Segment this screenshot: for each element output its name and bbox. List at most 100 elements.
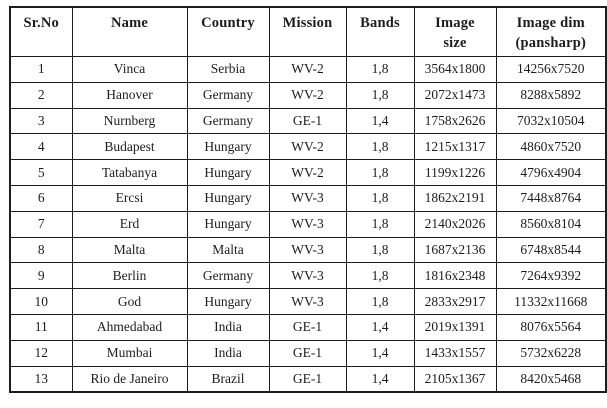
table-row: 8 Malta Malta WV-3 1,8 1687x2136 6748x8544 [9,236,607,264]
table-cell-image-dim: 7264x9392 [495,262,607,290]
table-cell-country: Hungary [186,210,270,238]
table-cell-country: Hungary [186,159,270,186]
table-cell-country: Germany [186,262,270,290]
table-row: 4 Budapest Hungary WV-2 1,8 1215x1317 4860x752… [9,133,607,161]
table-cell-image-size: 1758x2626 [413,107,497,135]
table-cell-mission: GE-1 [268,107,347,135]
table-cell-bands: 1,8 [345,159,415,186]
table-body: 1 Vinca Serbia WV-2 1,8 3564x1800 14256x7520 2 H… [9,56,607,393]
table-row: 1 Vinca Serbia WV-2 1,8 3564x1800 14256x7520 [9,56,607,83]
table-cell-image-dim: 11332x11668 [495,288,607,315]
table-cell-bands: 1,8 [345,81,415,109]
table-cell-name: Mumbai [71,339,188,367]
table-cell-image-dim: 5732x6228 [495,339,607,367]
table-cell-name: Nurnberg [71,107,188,135]
table-cell-image-size: 3564x1800 [413,56,497,83]
table-header-row: Sr.No Name Country Mission Bands Image s… [9,6,607,57]
table-cell-image-size: 2072x1473 [413,81,497,109]
table-cell-mission: WV-3 [268,184,347,212]
table-cell-country: India [186,313,270,341]
table-cell-country: Serbia [186,56,270,83]
table-row: 3 Nurnberg Germany GE-1 1,4 1758x2626 7032x105… [9,107,607,135]
table-cell-srno: 1 [9,56,73,83]
table-cell-country: Hungary [186,288,270,315]
table-cell-image-dim: 4860x7520 [495,133,607,161]
table-cell-mission: GE-1 [268,365,347,393]
table-cell-image-size: 2833x2917 [413,288,497,315]
table-row: 6 Ercsi Hungary WV-3 1,8 1862x2191 7448x8764 [9,184,607,212]
table-cell-bands: 1,8 [345,56,415,83]
column-header-bands: Bands [345,6,415,57]
table-cell-image-dim: 8288x5892 [495,81,607,109]
table-row: 13 Rio de Janeiro Brazil GE-1 1,4 2105x1367 84… [9,365,607,393]
table-cell-srno: 13 [9,365,73,393]
table-cell-srno: 5 [9,159,73,186]
table-cell-mission: WV-3 [268,262,347,290]
table-cell-name: Erd [71,210,188,238]
table-cell-mission: GE-1 [268,339,347,367]
table-cell-image-dim: 8560x8104 [495,210,607,238]
table-cell-srno: 9 [9,262,73,290]
table-cell-srno: 12 [9,339,73,367]
table-cell-name: God [71,288,188,315]
table-cell-country: India [186,339,270,367]
table-cell-name: Tatabanya [71,159,188,186]
table-cell-country: Germany [186,107,270,135]
table-cell-bands: 1,4 [345,313,415,341]
table-cell-image-size: 1199x1226 [413,159,497,186]
table-row: 12 Mumbai India GE-1 1,4 1433x1557 5732x6228 [9,339,607,367]
table-cell-name: Berlin [71,262,188,290]
satellite-dataset-table: Sr.No Name Country Mission Bands Image s… [9,6,607,394]
table-header: Sr.No Name Country Mission Bands Image s… [9,6,607,57]
table-cell-image-size: 2105x1367 [413,365,497,393]
table-cell-country: Brazil [186,365,270,393]
table-row: 9 Berlin Germany WV-3 1,8 1816x2348 7264x9392 [9,262,607,290]
table-cell-bands: 1,4 [345,365,415,393]
table-cell-name: Ercsi [71,184,188,212]
table-cell-image-dim: 7032x10504 [495,107,607,135]
table-cell-country: Germany [186,81,270,109]
table-cell-srno: 6 [9,184,73,212]
table-cell-image-size: 1862x2191 [413,184,497,212]
table-cell-mission: WV-3 [268,236,347,264]
table-cell-country: Hungary [186,133,270,161]
table-cell-srno: 3 [9,107,73,135]
table-cell-image-dim: 8420x5468 [495,365,607,393]
table-cell-name: Vinca [71,56,188,83]
table-cell-bands: 1,4 [345,339,415,367]
table-row: 5 Tatabanya Hungary WV-2 1,8 1199x1226 4796x49… [9,159,607,186]
table-cell-bands: 1,8 [345,210,415,238]
table-cell-mission: GE-1 [268,313,347,341]
table-row: 10 God Hungary WV-3 1,8 2833x2917 11332x11668 [9,288,607,315]
table-row: 7 Erd Hungary WV-3 1,8 2140x2026 8560x8104 [9,210,607,238]
table-cell-name: Malta [71,236,188,264]
table-cell-image-size: 2019x1391 [413,313,497,341]
column-header-srno: Sr.No [9,6,73,57]
table-cell-srno: 8 [9,236,73,264]
table-cell-image-size: 1816x2348 [413,262,497,290]
table-cell-image-dim: 14256x7520 [495,56,607,83]
table-cell-mission: WV-2 [268,159,347,186]
table-cell-srno: 7 [9,210,73,238]
table-cell-image-size: 1433x1557 [413,339,497,367]
table-cell-bands: 1,8 [345,236,415,264]
table-cell-bands: 1,4 [345,107,415,135]
column-header-country: Country [186,6,270,57]
table-cell-bands: 1,8 [345,262,415,290]
table-cell-mission: WV-2 [268,133,347,161]
column-header-name: Name [71,6,188,57]
table-cell-image-dim: 8076x5564 [495,313,607,341]
table-cell-bands: 1,8 [345,184,415,212]
table-cell-mission: WV-3 [268,288,347,315]
table-cell-image-size: 2140x2026 [413,210,497,238]
table-cell-image-size: 1215x1317 [413,133,497,161]
column-header-image-size: Image size [413,6,497,57]
table-cell-srno: 4 [9,133,73,161]
table-cell-bands: 1,8 [345,133,415,161]
table-cell-bands: 1,8 [345,288,415,315]
table-cell-srno: 2 [9,81,73,109]
table-cell-image-size: 1687x2136 [413,236,497,264]
table-row: 11 Ahmedabad India GE-1 1,4 2019x1391 8076x556… [9,313,607,341]
document-page: Sr.No Name Country Mission Bands Image s… [0,6,607,408]
table-row: 2 Hanover Germany WV-2 1,8 2072x1473 8288x5892 [9,81,607,109]
